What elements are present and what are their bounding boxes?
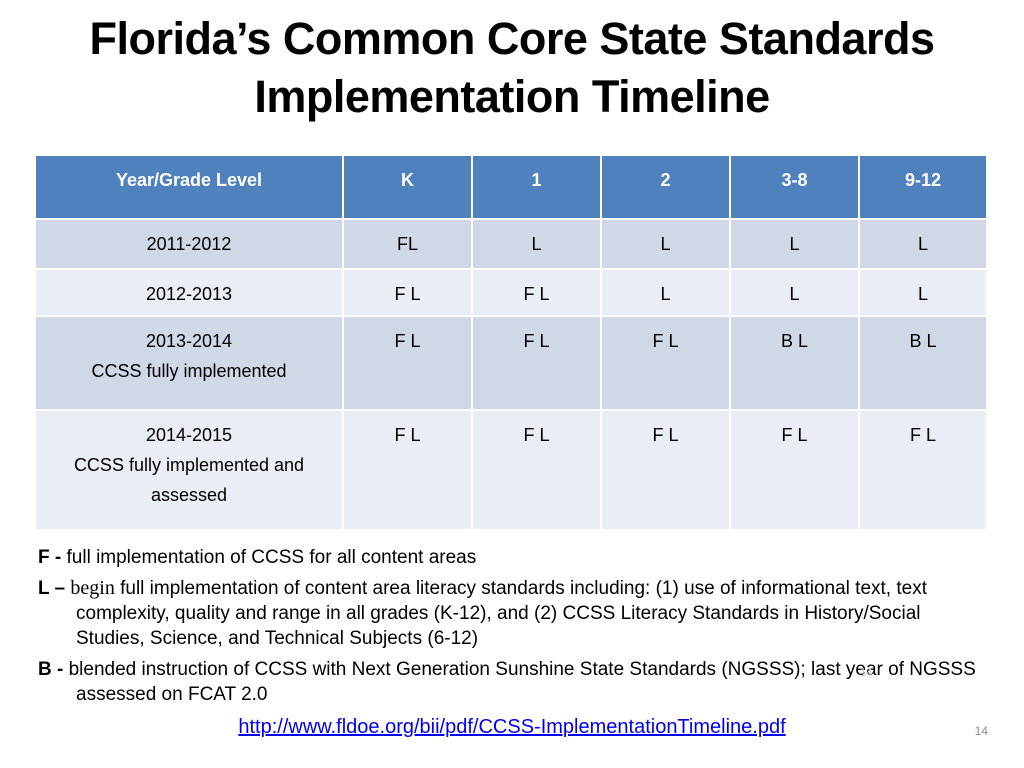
legend-text-f: full implementation of CCSS for all cont… [61, 547, 477, 568]
status-cell: L [858, 268, 988, 317]
legend-item-b: B - blended instruction of CCSS with Nex… [38, 657, 988, 707]
status-cell: F L [471, 315, 602, 411]
status-cell: L [729, 218, 860, 270]
header-grade-2: 2 [600, 154, 731, 220]
year-cell: 2014-2015 CCSS fully implemented and ass… [34, 409, 344, 531]
table-row: 2014-2015 CCSS fully implemented and ass… [34, 409, 988, 531]
faint-page-mark: 14 [860, 667, 873, 679]
year-label: 2012-2013 [145, 284, 233, 304]
status-cell: F L [729, 409, 860, 531]
year-note: CCSS fully implemented [91, 361, 287, 381]
status-cell: F L [858, 409, 988, 531]
table-header-row: Year/Grade Level K 1 2 3-8 9-12 [34, 154, 988, 220]
table-row: 2011-2012 FL L L L L [34, 218, 988, 270]
year-note: CCSS fully implemented and assessed [73, 455, 305, 505]
status-cell: B L [858, 315, 988, 411]
legend-text-b: blended instruction of CCSS with Next Ge… [63, 659, 976, 705]
status-cell: L [729, 268, 860, 317]
year-cell: 2013-2014 CCSS fully implemented [34, 315, 344, 411]
legend-item-f: F - full implementation of CCSS for all … [38, 545, 988, 570]
table-row: 2012-2013 F L F L L L L [34, 268, 988, 317]
year-cell: 2011-2012 [34, 218, 344, 270]
status-cell: F L [471, 409, 602, 531]
legend-text-l: full implementation of content area lite… [76, 578, 927, 649]
source-link[interactable]: http://www.fldoe.org/bii/pdf/CCSS-Implem… [238, 716, 786, 738]
status-cell: L [471, 218, 602, 270]
year-cell: 2012-2013 [34, 268, 344, 317]
status-cell: F L [342, 268, 473, 317]
header-grade-k: K [342, 154, 473, 220]
year-label: 2013-2014 [145, 331, 233, 351]
slide-title-line-2: Implementation Timeline [254, 71, 770, 122]
implementation-timeline-table: Year/Grade Level K 1 2 3-8 9-12 2011-201… [34, 154, 988, 531]
year-label: 2014-2015 [145, 425, 233, 445]
status-cell: B L [729, 315, 860, 411]
status-cell: L [600, 218, 731, 270]
legend: F - full implementation of CCSS for all … [38, 545, 988, 713]
legend-key-f: F - [38, 547, 62, 568]
header-grade-9-12: 9-12 [858, 154, 988, 220]
status-cell: F L [471, 268, 602, 317]
slide-title-line-1: Florida’s Common Core State Standards [89, 13, 935, 64]
legend-key-b: B - [38, 659, 64, 680]
status-cell: L [858, 218, 988, 270]
header-year-grade-level: Year/Grade Level [34, 154, 344, 220]
status-cell: L [600, 268, 731, 317]
slide-number: 14 [974, 724, 988, 738]
legend-word-begin: begin [70, 577, 115, 599]
status-cell: F L [600, 409, 731, 531]
header-grade-3-8: 3-8 [729, 154, 860, 220]
status-cell: F L [342, 409, 473, 531]
status-cell: F L [600, 315, 731, 411]
status-cell: FL [342, 218, 473, 270]
year-label: 2011-2012 [146, 234, 232, 254]
status-cell: F L [342, 315, 473, 411]
table-row: 2013-2014 CCSS fully implemented F L F L… [34, 315, 988, 411]
legend-item-l: L – begin full implementation of content… [38, 576, 988, 651]
slide-title: Florida’s Common Core State Standards Im… [0, 10, 1024, 126]
legend-key-l: L – [38, 578, 66, 599]
header-grade-1: 1 [471, 154, 602, 220]
